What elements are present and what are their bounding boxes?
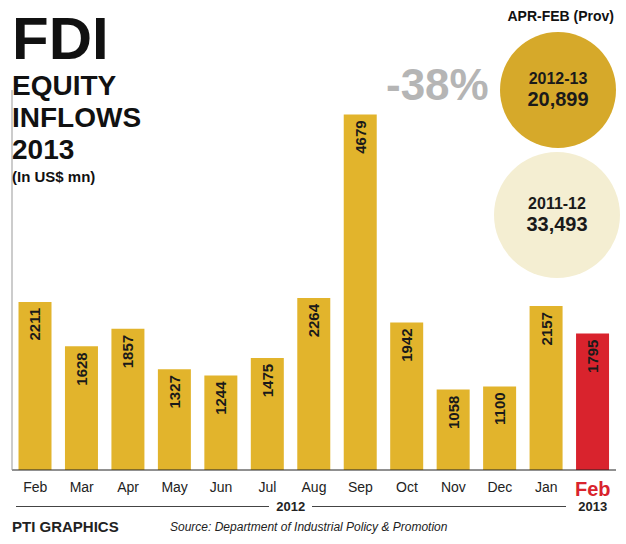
html-text:EQUITY: EQUITY <box>12 70 117 101</box>
html-text:33,493: 33,493 <box>526 212 588 235</box>
svg-text:2211: 2211 <box>27 308 44 341</box>
html-text:INFLOWS: INFLOWS <box>12 102 142 133</box>
svg-text:1058: 1058 <box>445 396 462 429</box>
html-text:2013: 2013 <box>12 134 75 165</box>
svg-text:Apr: Apr <box>117 479 139 495</box>
svg-text:Dec: Dec <box>487 479 512 495</box>
svg-text:Nov: Nov <box>441 479 466 495</box>
svg-text:Sep: Sep <box>348 479 373 495</box>
svg-text:Oct: Oct <box>396 479 418 495</box>
svg-text:1942: 1942 <box>398 328 415 361</box>
html-text:PTI GRAPHICS: PTI GRAPHICS <box>12 518 119 535</box>
html-text:20,899: 20,899 <box>527 87 589 110</box>
svg-text:1795: 1795 <box>584 340 601 373</box>
html-text:(In US$ mn): (In US$ mn) <box>12 168 96 185</box>
svg-text:1100: 1100 <box>491 392 508 425</box>
svg-text:4679: 4679 <box>352 120 369 153</box>
html-text:-38%: -38% <box>386 60 489 109</box>
svg-text:Jun: Jun <box>210 479 233 495</box>
svg-text:Jan: Jan <box>535 479 558 495</box>
svg-text:Aug: Aug <box>302 479 327 495</box>
html-text:2012-13: 2012-13 <box>528 69 588 87</box>
html-text:2012: 2012 <box>276 498 306 514</box>
svg-text:1327: 1327 <box>166 375 183 408</box>
svg-text:Feb: Feb <box>575 478 611 500</box>
svg-text:1628: 1628 <box>73 352 90 385</box>
svg-text:May: May <box>161 479 187 495</box>
html-text:APR-FEB (Prov): APR-FEB (Prov) <box>507 8 614 24</box>
svg-text:1857: 1857 <box>119 335 136 368</box>
svg-text:2264: 2264 <box>305 303 322 337</box>
svg-text:Mar: Mar <box>70 479 94 495</box>
html-text:2013: 2013 <box>578 498 608 514</box>
svg-text:2157: 2157 <box>538 312 555 345</box>
svg-text:1475: 1475 <box>259 364 276 397</box>
html-text:Source: Department of Industri: Source: Department of Industrial Policy … <box>170 520 448 534</box>
svg-text:Jul: Jul <box>259 479 277 495</box>
html-text:2011-12: 2011-12 <box>528 194 586 212</box>
html-text:FDI: FDI <box>12 5 109 72</box>
svg-text:1244: 1244 <box>212 381 229 415</box>
svg-text:Feb: Feb <box>23 479 47 495</box>
